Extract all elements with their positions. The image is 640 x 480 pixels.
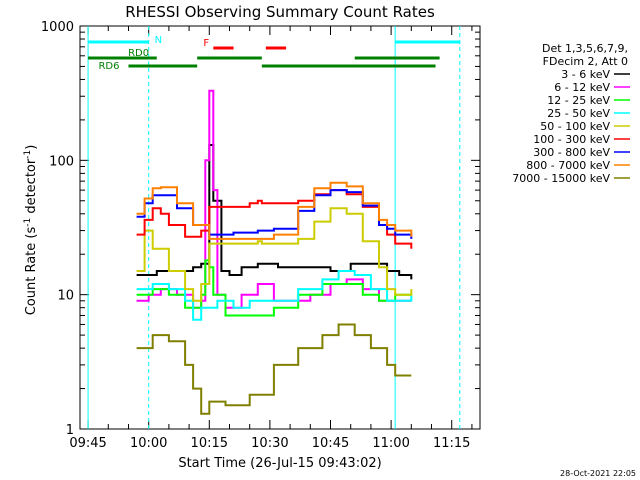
chart-title: RHESSI Observing Summary Count Rates	[125, 3, 435, 21]
x-tick-label: 10:45	[312, 436, 349, 451]
legend-entry-label: 300 - 800 keV	[533, 146, 610, 159]
x-tick-label: 11:15	[433, 436, 470, 451]
series-line	[136, 207, 413, 302]
flag-n-label: N	[155, 35, 162, 46]
legend-header-line-1: Det 1,3,5,6,7,9,	[542, 42, 628, 55]
series-line	[136, 270, 413, 321]
y-ticks: 1 10 100 1000	[41, 20, 480, 438]
series-line	[136, 189, 413, 239]
legend: Det 1,3,5,6,7,9, FDecim 2, Att 0 3 - 6 k…	[512, 42, 630, 185]
x-axis-label: Start Time (26-Jul-15 09:43:02)	[178, 456, 381, 471]
y-tick-label: 100	[49, 154, 74, 169]
legend-entry-label: 50 - 100 keV	[540, 120, 610, 133]
legend-entry-label: 100 - 300 keV	[533, 133, 610, 146]
timestamp: 28-Oct-2021 22:05	[560, 469, 636, 478]
x-ticks: 09:45 10:00 10:15 10:30 10:45 11:00 11:15	[69, 26, 473, 451]
x-tick-label: 10:15	[191, 436, 228, 451]
x-tick-label: 09:45	[69, 436, 106, 451]
y-tick-label: 1	[66, 423, 74, 438]
series-line	[136, 323, 412, 415]
plot-area: 1 10 100 1000 09:45 10:00 10:15 10:30 10:45 11:0…	[41, 20, 481, 451]
x-tick-label: 10:30	[251, 436, 288, 451]
legend-entry-label: 7000 - 15000 keV	[512, 172, 610, 185]
y-tick-label: 10	[57, 289, 74, 304]
legend-header-line-2: FDecim 2, Att 0	[543, 55, 628, 68]
series-line	[136, 181, 413, 240]
flag-rd6-label: RD6	[98, 61, 119, 72]
legend-entry-label: 800 - 7000 keV	[526, 159, 610, 172]
legend-entry-label: 25 - 50 keV	[547, 107, 610, 120]
x-tick-label: 10:00	[130, 436, 167, 451]
legend-entry-label: 3 - 6 keV	[561, 68, 610, 81]
flag-bars: N RD0 RD6 F	[88, 35, 460, 72]
flag-f-label: F	[203, 38, 209, 49]
legend-entry-label: 6 - 12 keV	[554, 81, 610, 94]
plot-frame	[79, 25, 481, 430]
legend-entry-label: 12 - 25 keV	[547, 94, 610, 107]
flag-rd0-label: RD0	[128, 48, 149, 59]
x-tick-label: 11:00	[372, 436, 409, 451]
y-axis-label: Count Rate (s-1 detector-1)	[23, 145, 39, 316]
y-tick-label: 1000	[41, 20, 74, 35]
series-lines	[136, 89, 413, 415]
